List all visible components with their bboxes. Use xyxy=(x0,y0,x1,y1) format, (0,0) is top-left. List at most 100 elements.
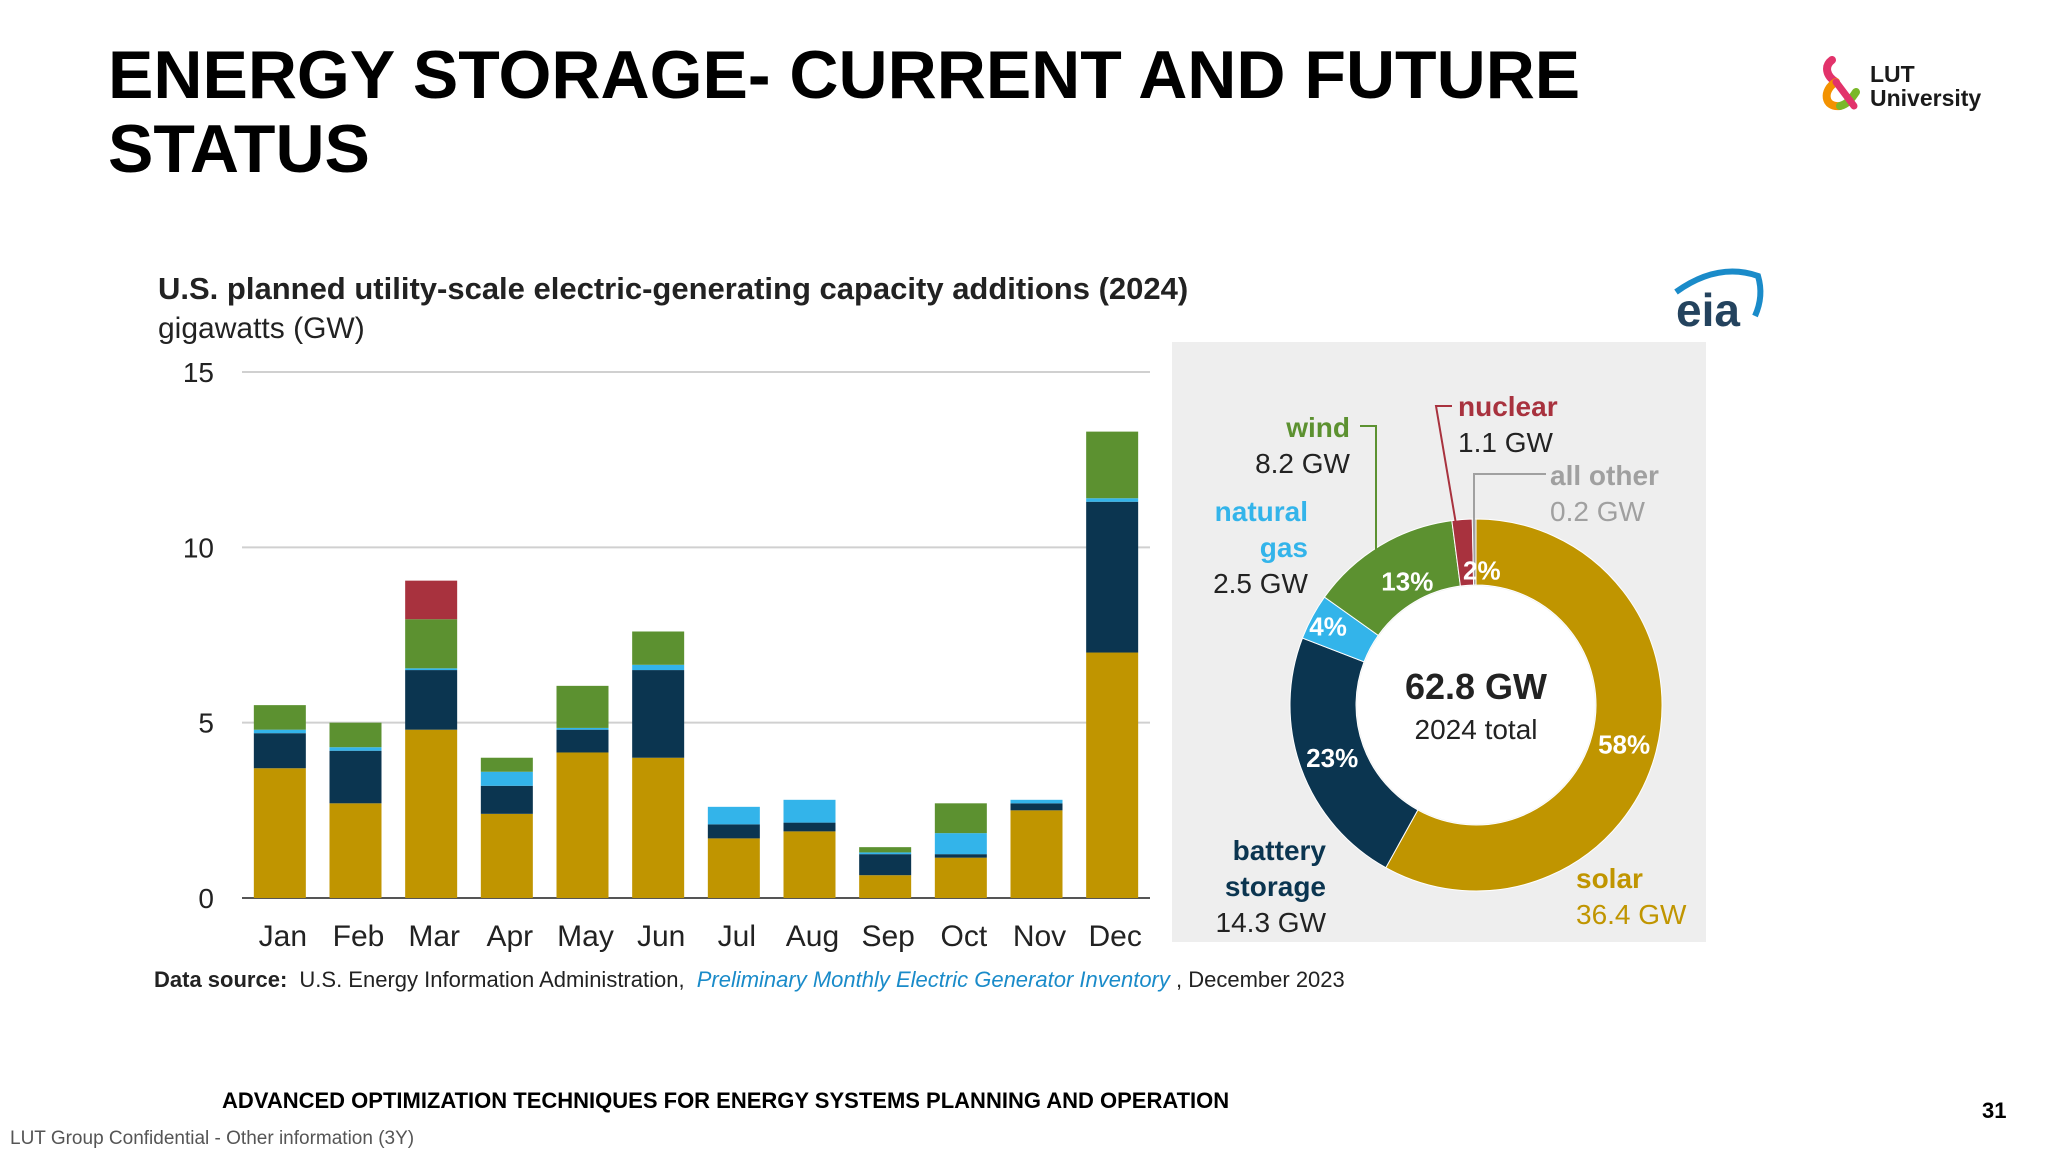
x-tick-label-dec: Dec xyxy=(1088,920,1141,953)
bar-jan-wind xyxy=(253,705,306,730)
y-tick-label-0: 0 xyxy=(198,883,214,914)
leader-line-wind xyxy=(1360,425,1377,556)
x-tick-label-mar: Mar xyxy=(408,920,460,953)
lut-logo-text: LUT University xyxy=(1870,62,1981,110)
donut-label-other-value: 0.2 GW xyxy=(1550,496,1645,527)
bar-jan-battery xyxy=(253,733,306,769)
x-tick-label-aug: Aug xyxy=(786,920,839,953)
bar-oct-solar xyxy=(934,857,987,898)
x-tick-label-oct: Oct xyxy=(940,920,987,953)
leader-line-nuclear xyxy=(1434,405,1457,525)
bar-apr-battery xyxy=(480,785,533,814)
bar-feb-solar xyxy=(329,803,382,898)
donut-chart: 62.8 GW 2024 total 58% 23% 4% 13% 2% xyxy=(1289,518,1663,892)
data-source-label: Data source: xyxy=(154,967,287,992)
confidentiality-note: LUT Group Confidential - Other informati… xyxy=(10,1128,415,1149)
bar-aug-solar xyxy=(783,831,836,898)
data-source-text: U.S. Energy Information Administration, xyxy=(299,967,684,992)
donut-label-other: all other 0.2 GW xyxy=(1550,460,1659,527)
bar-mar-wind xyxy=(405,619,458,669)
bar-jun-gas xyxy=(632,664,685,671)
bar-may-gas xyxy=(556,727,609,730)
page-number: 31 xyxy=(1982,1098,2007,1123)
x-tick-label-jul: Jul xyxy=(718,920,756,953)
donut-label-nuclear-value: 1.1 GW xyxy=(1458,427,1553,458)
bar-jul-battery xyxy=(707,824,760,839)
donut-label-gas-name-0: natural xyxy=(1215,496,1308,527)
bar-apr-solar xyxy=(480,813,533,898)
bar-jun-wind xyxy=(632,631,685,665)
donut-hole xyxy=(1357,586,1595,824)
bar-dec-wind xyxy=(1086,431,1139,499)
x-tick-label-may: May xyxy=(557,920,614,953)
donut-center-value: 62.8 GW xyxy=(1405,666,1547,707)
donut-label-solar-value: 36.4 GW xyxy=(1576,899,1687,930)
bar-feb-gas xyxy=(329,747,382,751)
leader-line-other xyxy=(1473,473,1546,524)
bar-nov-gas xyxy=(1010,799,1063,804)
donut-pct-nuclear: 2% xyxy=(1463,555,1501,585)
bar-dec-solar xyxy=(1086,652,1139,898)
donut-label-other-name-0: all other xyxy=(1550,460,1659,491)
donut-slice-battery xyxy=(1289,637,1419,869)
bar-apr-gas xyxy=(480,771,533,786)
bar-chart-axes: 0 5 10 15 Jan Feb Mar Apr May Jun Jul Aug Sep Oct Nov D… xyxy=(183,357,1150,953)
donut-legend-labels: solar 36.4 GW battery storage 14.3 GW natural… xyxy=(1213,391,1687,938)
bar-dec-gas xyxy=(1086,498,1139,502)
donut-label-solar-name-0: solar xyxy=(1576,863,1643,894)
data-source-date: , December 2023 xyxy=(1176,967,1345,992)
bar-sep-gas xyxy=(859,852,912,855)
eia-logo: eia xyxy=(1674,268,1764,336)
bar-chart-bars xyxy=(253,431,1139,898)
x-tick-label-feb: Feb xyxy=(333,920,385,953)
lut-logo: LUT University xyxy=(1818,56,1988,116)
bar-jul-solar xyxy=(707,838,760,898)
donut-label-wind-value: 8.2 GW xyxy=(1255,448,1350,479)
donut-label-nuclear-name-0: nuclear xyxy=(1458,391,1558,422)
bar-dec-battery xyxy=(1086,501,1139,653)
donut-label-battery-value: 14.3 GW xyxy=(1216,907,1327,938)
bar-mar-solar xyxy=(405,729,458,898)
bar-oct-battery xyxy=(934,854,987,858)
bar-jun-battery xyxy=(632,670,685,758)
donut-label-battery-name-0: battery xyxy=(1233,835,1327,866)
footer-course-title: ADVANCED OPTIMIZATION TECHNIQUES FOR ENE… xyxy=(222,1088,1230,1113)
bar-apr-wind xyxy=(480,757,533,772)
bar-feb-wind xyxy=(329,722,382,748)
x-tick-label-apr: Apr xyxy=(486,920,533,953)
chart-figure: U.S. planned utility-scale electric-gene… xyxy=(154,268,1764,992)
bar-sep-solar xyxy=(859,875,912,898)
donut-label-wind: wind 8.2 GW xyxy=(1255,412,1350,479)
donut-label-gas-name-1: gas xyxy=(1260,532,1308,563)
donut-pct-gas: 4% xyxy=(1309,611,1347,641)
bar-jan-solar xyxy=(253,768,306,898)
bar-nov-battery xyxy=(1010,803,1063,811)
x-tick-label-jan: Jan xyxy=(259,920,307,953)
donut-label-gas-value: 2.5 GW xyxy=(1213,568,1308,599)
bar-may-wind xyxy=(556,685,609,728)
y-tick-label-10: 10 xyxy=(183,532,214,563)
y-tick-label-15: 15 xyxy=(183,357,214,388)
x-tick-label-sep: Sep xyxy=(861,920,914,953)
bar-may-solar xyxy=(556,752,609,898)
slide-title-line-1: ENERGY STORAGE- CURRENT AND FUTURE xyxy=(108,37,1581,113)
data-source-link[interactable]: Preliminary Monthly Electric Generator I… xyxy=(697,967,1172,992)
donut-center-label: 2024 total xyxy=(1415,714,1538,745)
bar-jul-gas xyxy=(707,806,760,825)
bar-oct-gas xyxy=(934,833,987,855)
bar-mar-nuclear xyxy=(405,580,458,620)
data-source: Data source: U.S. Energy Information Adm… xyxy=(154,967,1345,992)
x-tick-label-jun: Jun xyxy=(637,920,685,953)
donut-pct-wind: 13% xyxy=(1381,567,1433,597)
bar-feb-battery xyxy=(329,750,382,804)
donut-label-battery: battery storage 14.3 GW xyxy=(1216,835,1327,938)
slide-title: ENERGY STORAGE- CURRENT AND FUTURE STATU… xyxy=(108,38,1668,186)
donut-label-nuclear: nuclear 1.1 GW xyxy=(1458,391,1558,458)
donut-label-battery-name-1: storage xyxy=(1225,871,1326,902)
x-tick-label-nov: Nov xyxy=(1013,920,1066,953)
y-tick-label-5: 5 xyxy=(198,708,214,739)
logo-line-1: LUT xyxy=(1870,61,1915,87)
bar-mar-gas xyxy=(405,668,458,671)
donut-label-solar: solar 36.4 GW xyxy=(1576,863,1687,930)
donut-label-gas: natural gas 2.5 GW xyxy=(1213,496,1308,599)
